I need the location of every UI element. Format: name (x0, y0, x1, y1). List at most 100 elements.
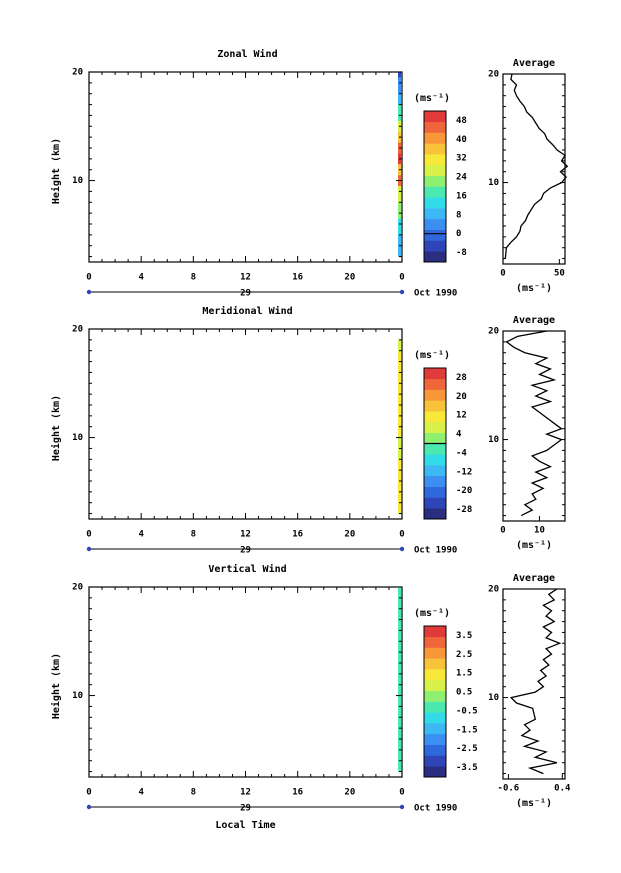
y-tick-label: 20 (72, 583, 83, 593)
average-profile-line (509, 588, 562, 775)
x-tick-label: 20 (344, 530, 355, 540)
x-axis-label: Local Time (215, 819, 275, 831)
average-frame (502, 588, 566, 780)
y-axis-label: Height (km) (50, 138, 62, 204)
date-month-label: Oct 1990 (414, 289, 457, 299)
strip-cell (398, 77, 401, 94)
date-month-label: Oct 1990 (414, 546, 457, 556)
colorbar-tick-label: -20 (456, 486, 472, 496)
average-y-tick-label: 20 (488, 327, 499, 337)
y-tick-label: 20 (72, 68, 83, 78)
x-tick-label: 8 (191, 273, 196, 283)
colorbar-unit-label: (ms⁻¹) (414, 350, 450, 361)
colorbar-tick-label: -0.5 (456, 706, 478, 716)
y-tick-label: 10 (72, 433, 83, 443)
colorbar-cell (424, 690, 446, 702)
colorbar-cell (424, 111, 446, 123)
panel-title: Vertical Wind (208, 563, 286, 575)
colorbar-tick-label: 4 (456, 430, 462, 440)
average-x-tick-label: 10 (534, 526, 545, 536)
average-frame (502, 73, 566, 265)
colorbar-tick-label: 1.5 (456, 669, 472, 679)
colorbar-tick-label: 48 (456, 116, 467, 126)
average-y-tick-label: 10 (488, 693, 499, 703)
y-axis-label: Height (km) (50, 653, 62, 719)
panel-title: Zonal Wind (217, 48, 277, 60)
strip-cell (398, 350, 401, 378)
colorbar-tick-label: 2.5 (456, 650, 472, 660)
average-y-tick-label: 10 (488, 435, 499, 445)
colorbar-tick-label: -3.5 (456, 763, 478, 773)
date-axis-end-marker (399, 546, 405, 552)
date-axis-start-marker (86, 289, 92, 295)
colorbar-tick-label: 12 (456, 411, 467, 421)
colorbar-cell (424, 454, 446, 466)
colorbar-cell (424, 679, 446, 692)
colorbar-cell (424, 626, 446, 638)
colorbar-cell (424, 229, 446, 241)
strip-cell (398, 72, 401, 78)
x-tick-label: 4 (138, 273, 144, 283)
colorbar-cell (424, 701, 446, 713)
average-x-axis-label: (ms⁻¹) (516, 798, 552, 809)
colorbar-tick-label: -8 (456, 248, 467, 258)
x-tick-label: 0 (399, 273, 404, 283)
colorbar-cell (424, 497, 446, 509)
x-tick-label: 8 (191, 530, 196, 540)
x-tick-label: 20 (344, 273, 355, 283)
colorbar-cell (424, 733, 446, 745)
colorbar-cell (424, 712, 446, 724)
strip-cell (398, 587, 401, 772)
colorbar-unit-label: (ms⁻¹) (414, 93, 450, 104)
colorbar-cell (424, 421, 446, 434)
colorbar-cell (424, 658, 446, 670)
colorbar-cell (424, 411, 446, 423)
x-tick-label: 8 (191, 788, 196, 798)
x-tick-label: 16 (292, 273, 303, 283)
colorbar-cell (424, 443, 446, 455)
x-tick-label: 16 (292, 530, 303, 540)
colorbar-cell (424, 251, 446, 263)
average-title: Average (513, 315, 555, 326)
x-tick-label: 20 (344, 788, 355, 798)
x-tick-label: 12 (240, 273, 251, 283)
colorbar-cell (424, 240, 446, 252)
colorbar-cell (424, 121, 446, 133)
strip-cell (398, 186, 401, 203)
x-tick-label: 12 (240, 530, 251, 540)
colorbar-tick-label: 0.5 (456, 688, 472, 698)
y-tick-label: 10 (72, 691, 83, 701)
colorbar-cell (424, 164, 446, 177)
x-tick-label: 0 (86, 788, 91, 798)
colorbar-tick-label: 8 (456, 210, 461, 220)
strip-cell (398, 218, 401, 235)
colorbar-tick-label: 32 (456, 154, 467, 164)
y-tick-label: 20 (72, 325, 83, 335)
plot-frame (88, 586, 403, 778)
strip-cell (398, 104, 401, 121)
strip-cell (398, 202, 401, 219)
colorbar-cell (424, 143, 446, 155)
plot-frame (88, 328, 403, 520)
average-profile-line (504, 73, 569, 259)
average-profile-line (505, 330, 563, 517)
colorbar-cell (424, 432, 446, 444)
colorbar-cell (424, 475, 446, 487)
colorbar-tick-label: 40 (456, 135, 467, 145)
x-tick-label: 12 (240, 788, 251, 798)
average-x-tick-label: -0.6 (498, 784, 520, 794)
average-y-tick-label: 20 (488, 70, 499, 80)
x-tick-label: 0 (86, 530, 91, 540)
colorbar-tick-label: -1.5 (456, 725, 478, 735)
colorbar-cell (424, 186, 446, 198)
average-y-tick-label: 10 (488, 178, 499, 188)
colorbar-cell (424, 389, 446, 401)
average-frame (502, 330, 566, 522)
date-axis-start-marker (86, 804, 92, 810)
colorbar-cell (424, 132, 446, 144)
x-tick-label: 0 (86, 273, 91, 283)
colorbar-tick-label: -4 (456, 448, 467, 458)
colorbar-cell (424, 368, 446, 380)
x-tick-label: 0 (399, 788, 404, 798)
date-day-label: 29 (240, 289, 251, 299)
